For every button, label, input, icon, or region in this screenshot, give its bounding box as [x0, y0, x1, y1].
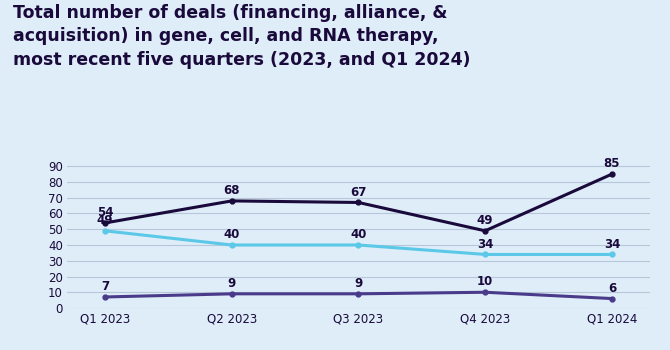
Text: 85: 85	[604, 157, 620, 170]
Text: 6: 6	[608, 282, 616, 295]
Text: 9: 9	[354, 277, 362, 290]
Text: 54: 54	[96, 206, 113, 219]
Text: 34: 34	[604, 238, 620, 251]
Text: 7: 7	[101, 280, 109, 293]
Text: 49: 49	[477, 214, 493, 227]
Text: 34: 34	[477, 238, 493, 251]
Text: 49: 49	[96, 214, 113, 227]
Text: 68: 68	[224, 184, 240, 197]
Text: 67: 67	[350, 186, 366, 198]
Text: 9: 9	[228, 277, 236, 290]
Text: Total number of deals (financing, alliance, &
acquisition) in gene, cell, and RN: Total number of deals (financing, allian…	[13, 4, 471, 69]
Text: 40: 40	[350, 228, 366, 241]
Text: 10: 10	[477, 275, 493, 288]
Text: 40: 40	[224, 228, 240, 241]
